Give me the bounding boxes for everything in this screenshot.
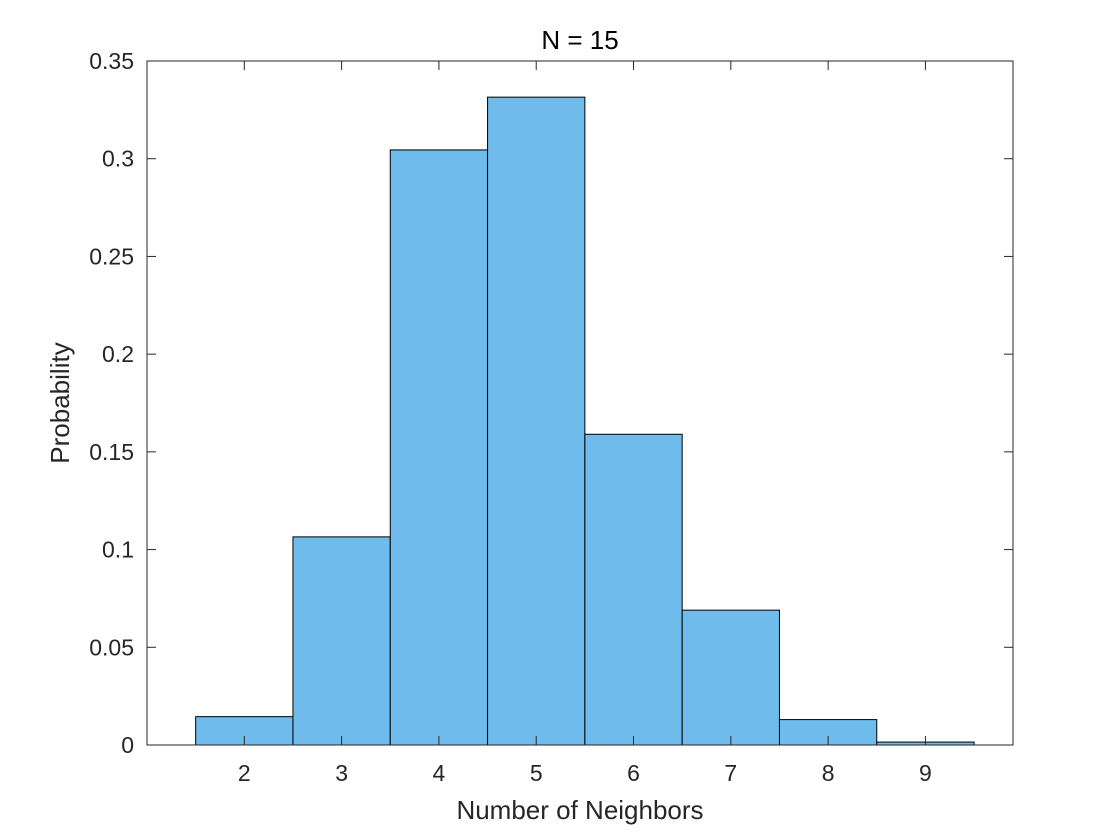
axis-ticks	[147, 60, 1013, 746]
axes-box	[146, 60, 1014, 746]
x-tick-label: 6	[627, 760, 640, 786]
x-tick-label: 3	[335, 760, 348, 786]
bars	[195, 96, 975, 746]
x-tick-label: 9	[919, 760, 932, 786]
bar-6	[584, 433, 683, 746]
y-tick-label: 0.35	[89, 48, 134, 74]
x-tick-label: 7	[724, 760, 737, 786]
x-tick-labels: 2 3 4 5 6 7 8 9	[238, 760, 932, 786]
y-tick-label: 0.3	[102, 146, 134, 172]
bar-3	[292, 536, 391, 746]
y-tick-label: 0.1	[102, 537, 134, 563]
y-axis-label: Probability	[45, 342, 75, 463]
bar-5	[487, 96, 586, 746]
chart-title: N = 15	[541, 25, 618, 55]
y-tick-label: 0.15	[89, 439, 134, 465]
y-tick-labels: 0 0.05 0.1 0.15 0.2 0.25 0.3 0.35	[89, 48, 134, 758]
y-tick-label: 0.25	[89, 243, 134, 269]
x-axis-label: Number of Neighbors	[456, 795, 703, 825]
x-tick-label: 8	[822, 760, 835, 786]
bar-7	[681, 609, 780, 746]
y-tick-label: 0	[121, 732, 134, 758]
y-tick-label: 0.05	[89, 634, 134, 660]
x-tick-label: 5	[530, 760, 543, 786]
x-tick-label: 4	[433, 760, 446, 786]
x-tick-label: 2	[238, 760, 251, 786]
y-tick-label: 0.2	[102, 341, 134, 367]
bar-4	[389, 149, 489, 746]
